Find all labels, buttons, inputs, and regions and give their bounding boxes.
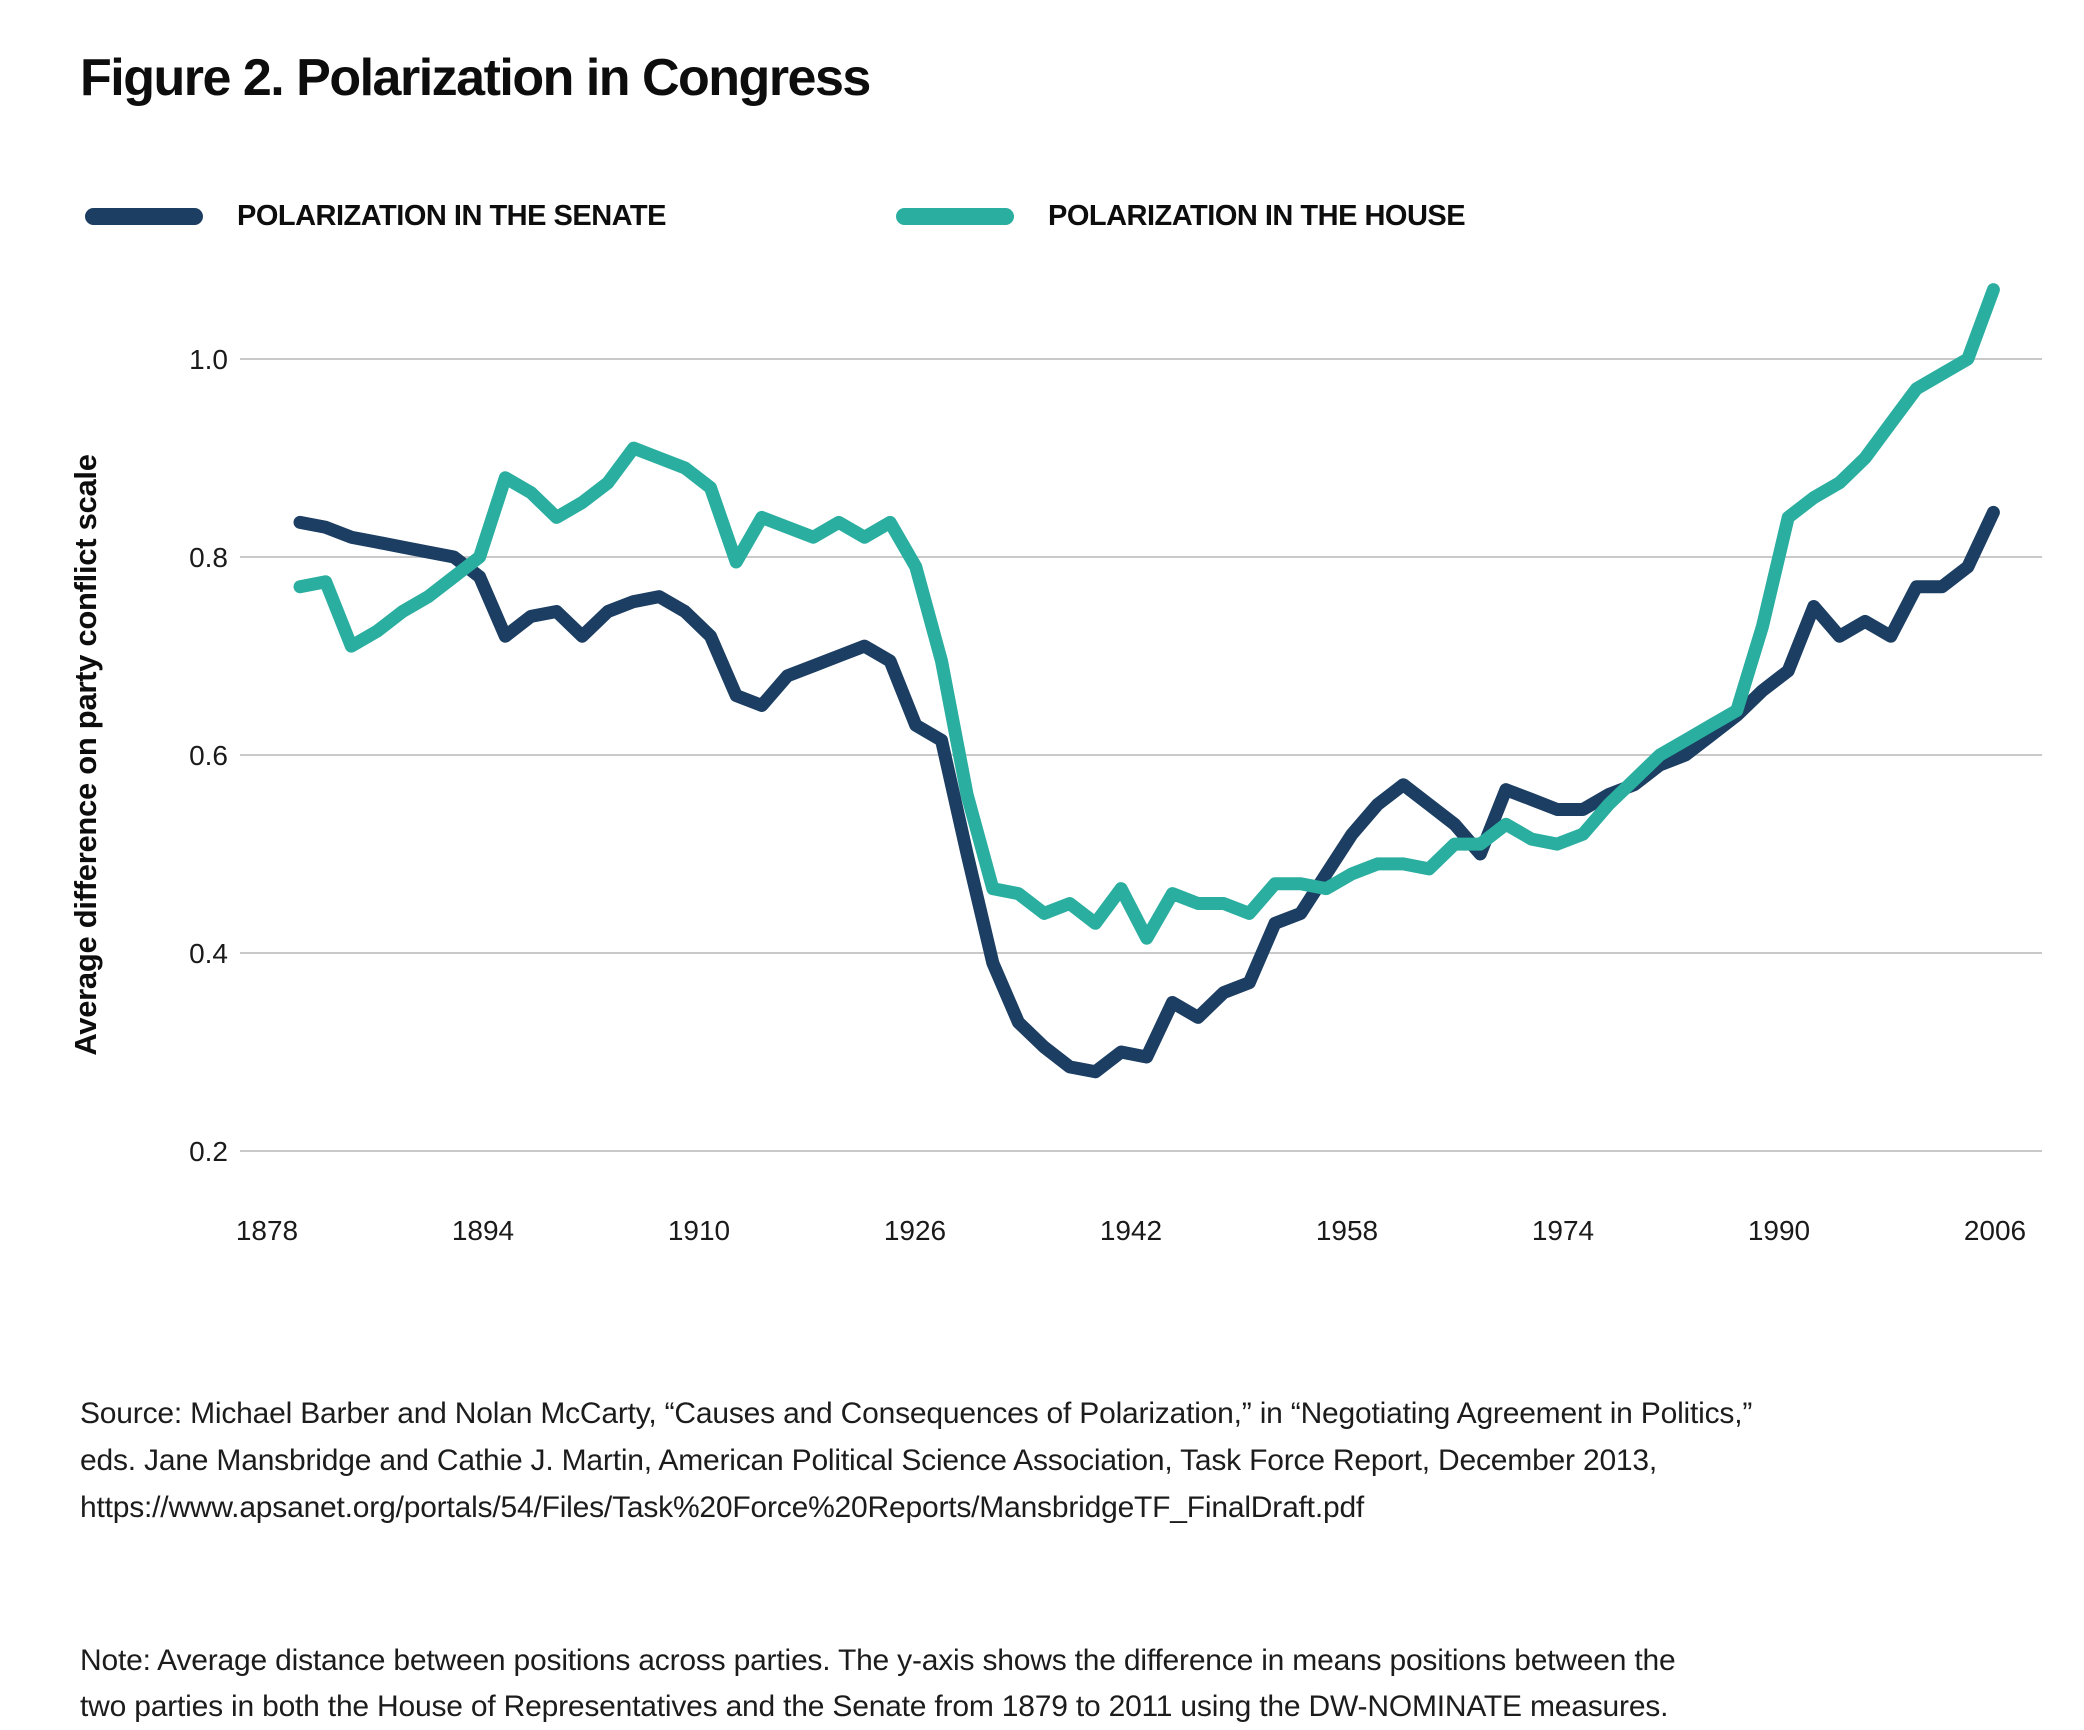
source-text: Source: Michael Barber and Nolan McCarty… <box>80 1390 2040 1531</box>
legend-item-senate: POLARIZATION IN THE SENATE <box>85 200 666 233</box>
x-tick-label-1990: 1990 <box>1748 1215 1810 1246</box>
note-line-2: two parties in both the House of Represe… <box>80 1690 1669 1723</box>
figure-title: Figure 2. Polarization in Congress <box>80 49 871 107</box>
x-tick-label-1958: 1958 <box>1316 1215 1378 1246</box>
y-tick-label-0.2: 0.2 <box>189 1136 228 1167</box>
x-tick-label-1878: 1878 <box>236 1215 298 1246</box>
x-tick-label-1974: 1974 <box>1532 1215 1594 1246</box>
y-tick-label-1.0: 1.0 <box>189 344 228 375</box>
senate-line-swatch <box>85 208 203 225</box>
senate-line <box>293 505 2000 1079</box>
house-line-swatch <box>895 208 1014 225</box>
note-line-1: Note: Average distance between positions… <box>80 1644 1676 1677</box>
x-tick-label-2006: 2006 <box>1964 1215 2026 1246</box>
x-tick-label-1942: 1942 <box>1100 1215 1162 1246</box>
x-tick-label-1910: 1910 <box>668 1215 730 1246</box>
polarization-line-chart: 0.2 0.4 0.6 0.8 1.0 1878 1894 1910 1926 1942 1958 1… <box>189 283 2042 1246</box>
legend-label-senate: POLARIZATION IN THE SENATE <box>237 200 666 232</box>
source-line-1: Source: Michael Barber and Nolan McCarty… <box>80 1397 1753 1430</box>
note-text: Note: Average distance between positions… <box>80 1638 2040 1730</box>
house-line <box>293 283 2000 945</box>
source-url: https://www.apsanet.org/portals/54/Files… <box>80 1491 1365 1524</box>
chart-legend: POLARIZATION IN THE SENATE POLARIZATION … <box>85 200 1466 233</box>
y-tick-label-0.4: 0.4 <box>189 938 228 969</box>
x-tick-label-1894: 1894 <box>452 1215 514 1246</box>
legend-item-house: POLARIZATION IN THE HOUSE <box>895 200 1466 233</box>
y-axis-title: Average difference on party conflict sca… <box>68 454 103 1056</box>
x-tick-label-1926: 1926 <box>884 1215 946 1246</box>
y-tick-label-0.6: 0.6 <box>189 740 228 771</box>
legend-label-house: POLARIZATION IN THE HOUSE <box>1047 200 1466 232</box>
y-tick-label-0.8: 0.8 <box>189 542 228 573</box>
source-line-2: eds. Jane Mansbridge and Cathie J. Marti… <box>80 1444 1658 1477</box>
